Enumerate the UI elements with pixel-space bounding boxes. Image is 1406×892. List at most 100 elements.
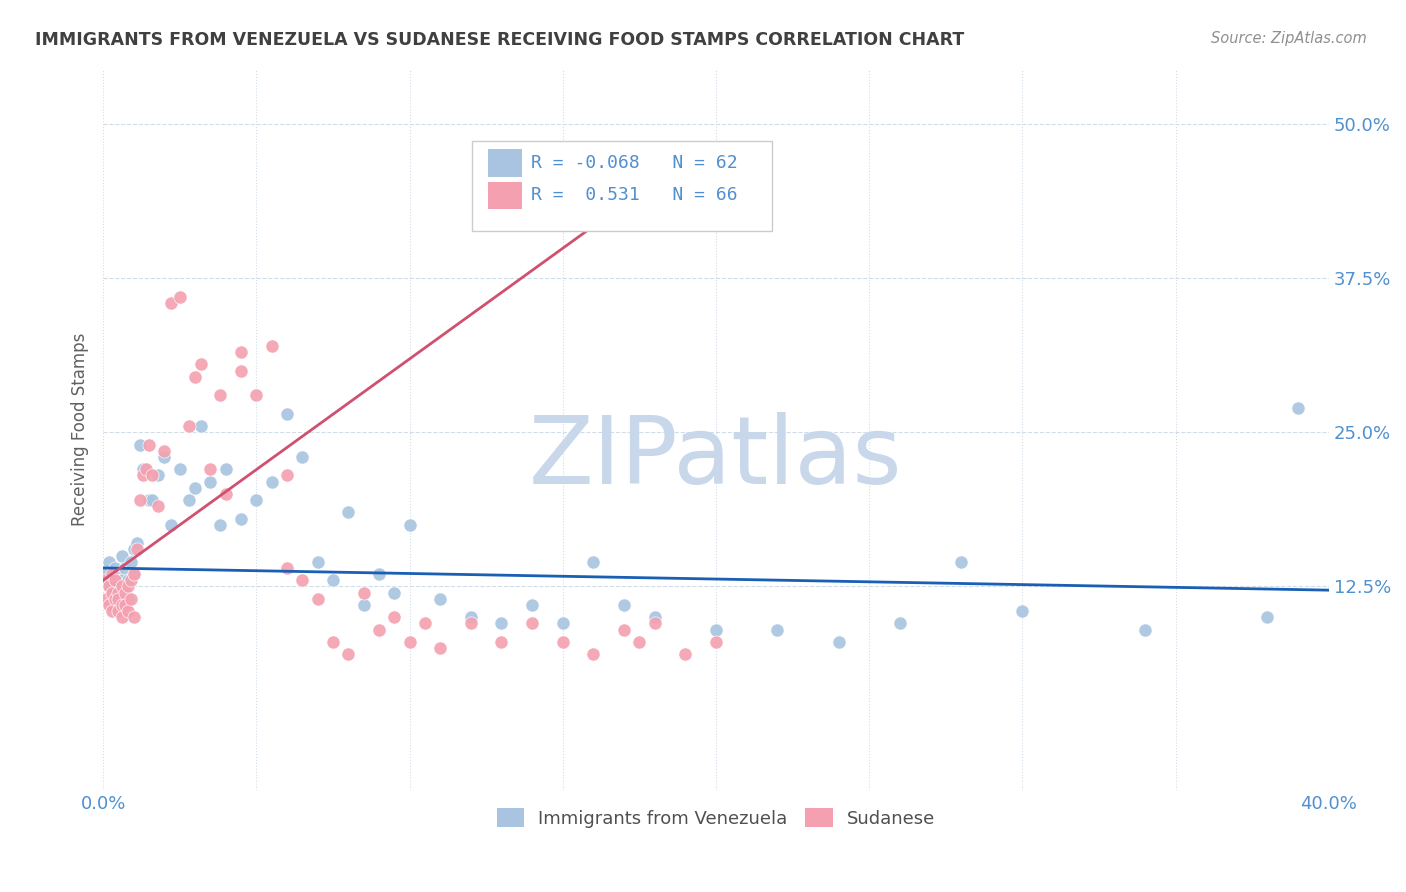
Point xyxy=(110,598,132,612)
Point xyxy=(169,462,191,476)
Point xyxy=(120,555,142,569)
Point xyxy=(460,610,482,624)
Point xyxy=(96,591,118,606)
Point xyxy=(101,585,124,599)
Point xyxy=(215,462,238,476)
Point xyxy=(135,462,157,476)
Point xyxy=(429,641,451,656)
Point xyxy=(110,610,132,624)
Point xyxy=(107,567,129,582)
Text: R = -0.068   N = 62: R = -0.068 N = 62 xyxy=(531,154,738,172)
Point xyxy=(122,567,145,582)
Point xyxy=(229,364,252,378)
Point xyxy=(567,185,589,199)
Point xyxy=(229,511,252,525)
Point xyxy=(138,493,160,508)
Point xyxy=(704,635,727,649)
Point xyxy=(673,647,696,661)
Point xyxy=(117,591,139,606)
Y-axis label: Receiving Food Stamps: Receiving Food Stamps xyxy=(72,333,89,526)
Point xyxy=(153,450,176,464)
Point xyxy=(245,388,267,402)
Point xyxy=(307,555,329,569)
Point xyxy=(117,604,139,618)
Point xyxy=(322,635,344,649)
Point xyxy=(184,481,207,495)
Point xyxy=(1133,623,1156,637)
Point xyxy=(98,579,121,593)
Point xyxy=(398,635,420,649)
Text: Source: ZipAtlas.com: Source: ZipAtlas.com xyxy=(1211,31,1367,46)
Text: R =  0.531   N = 66: R = 0.531 N = 66 xyxy=(531,186,738,204)
Point xyxy=(159,517,181,532)
Text: ZIPatlas: ZIPatlas xyxy=(529,412,903,504)
Point xyxy=(582,555,605,569)
Point xyxy=(107,591,129,606)
Point xyxy=(827,635,849,649)
Legend: Immigrants from Venezuela, Sudanese: Immigrants from Venezuela, Sudanese xyxy=(489,801,942,835)
FancyBboxPatch shape xyxy=(472,141,772,231)
Point xyxy=(141,493,163,508)
Point xyxy=(382,585,405,599)
Point xyxy=(98,598,121,612)
Point xyxy=(291,574,314,588)
Point xyxy=(125,542,148,557)
Point xyxy=(367,623,389,637)
Point xyxy=(215,487,238,501)
Point xyxy=(177,493,200,508)
Point xyxy=(291,450,314,464)
Point xyxy=(169,290,191,304)
Point xyxy=(260,339,283,353)
Point xyxy=(101,585,124,599)
Point xyxy=(96,567,118,582)
Point xyxy=(766,623,789,637)
Point xyxy=(353,598,375,612)
Point xyxy=(122,542,145,557)
Point xyxy=(117,579,139,593)
Point xyxy=(104,591,127,606)
Point xyxy=(200,462,222,476)
Point xyxy=(120,591,142,606)
Point xyxy=(1286,401,1309,415)
Point xyxy=(129,437,152,451)
Point xyxy=(276,407,298,421)
Point xyxy=(114,579,136,593)
Point xyxy=(132,462,155,476)
Point xyxy=(245,493,267,508)
Point xyxy=(141,468,163,483)
Point xyxy=(551,635,574,649)
Point xyxy=(413,616,436,631)
Point xyxy=(190,419,212,434)
Point xyxy=(98,555,121,569)
Point xyxy=(104,591,127,606)
Point xyxy=(120,574,142,588)
Point xyxy=(101,567,124,582)
Point xyxy=(159,295,181,310)
Point xyxy=(104,561,127,575)
Point xyxy=(177,419,200,434)
Point xyxy=(889,616,911,631)
Point xyxy=(148,500,170,514)
Point xyxy=(101,604,124,618)
Point xyxy=(148,468,170,483)
Point xyxy=(491,616,513,631)
Point xyxy=(337,647,360,661)
Point xyxy=(114,585,136,599)
Point xyxy=(122,610,145,624)
Point xyxy=(491,635,513,649)
Point xyxy=(110,574,132,588)
Point xyxy=(613,623,636,637)
Point xyxy=(98,579,121,593)
Point xyxy=(398,517,420,532)
Point xyxy=(117,574,139,588)
Point xyxy=(337,506,360,520)
Point xyxy=(114,598,136,612)
Point xyxy=(101,574,124,588)
Point xyxy=(276,561,298,575)
Point xyxy=(613,598,636,612)
Point xyxy=(107,604,129,618)
Point xyxy=(132,468,155,483)
Point xyxy=(520,616,543,631)
Point xyxy=(520,598,543,612)
Point xyxy=(322,574,344,588)
